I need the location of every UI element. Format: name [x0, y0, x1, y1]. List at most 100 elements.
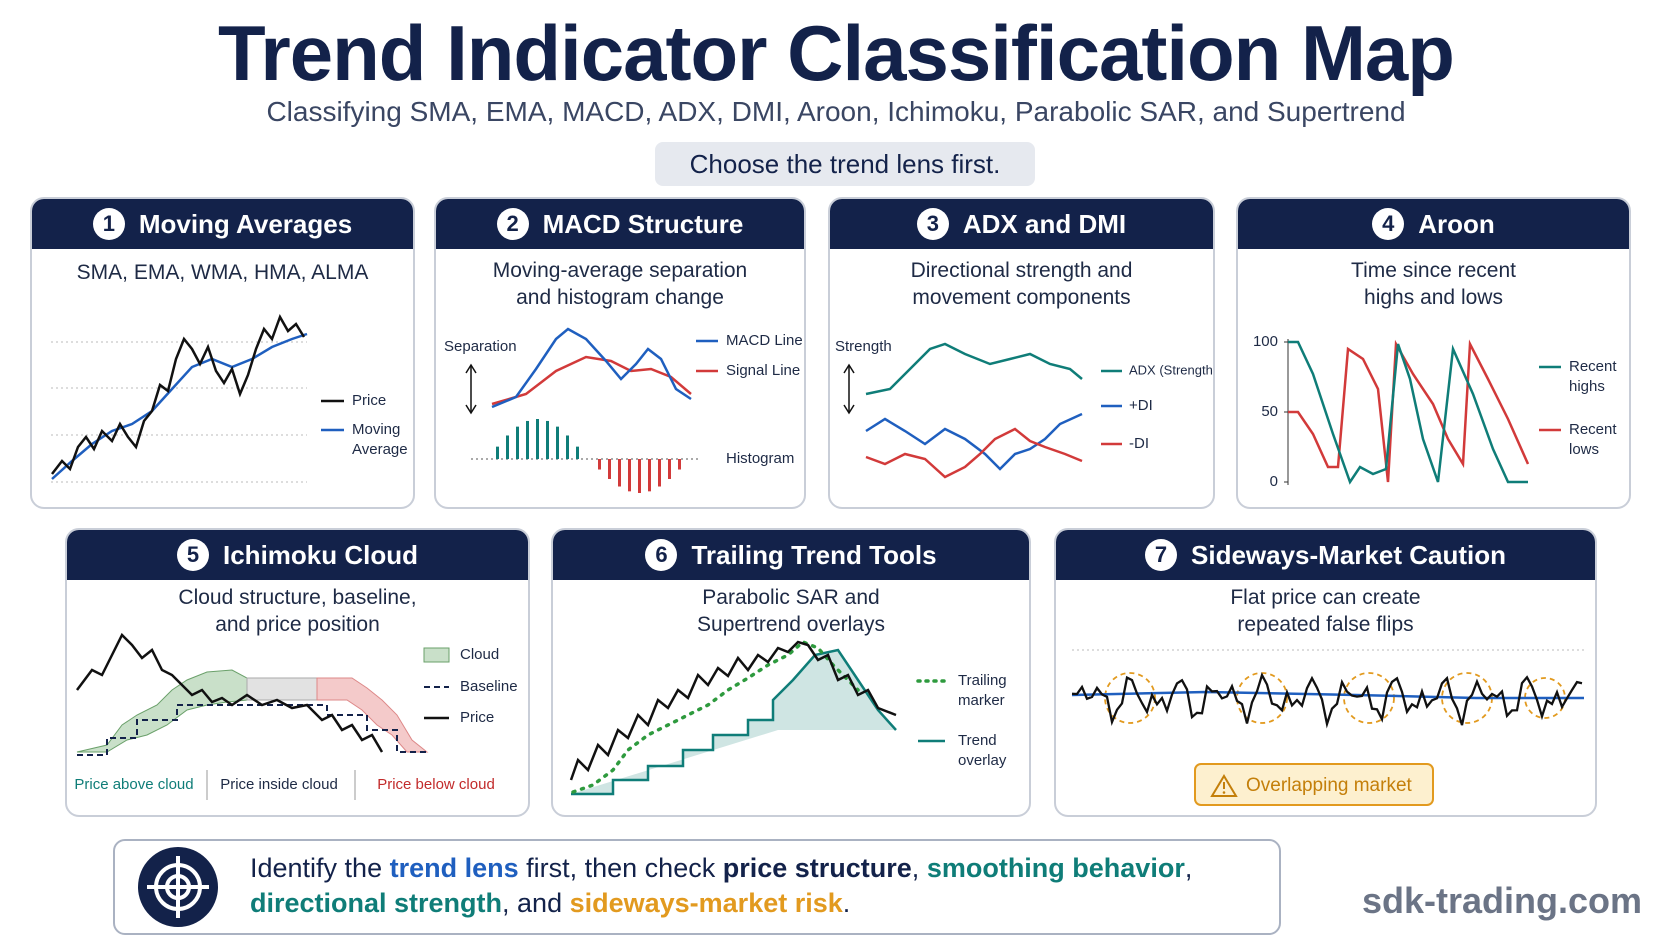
panel-number: 3	[916, 208, 949, 240]
histogram-bar	[516, 426, 519, 459]
legend-label: Cloud	[460, 646, 499, 663]
price-line	[1071, 672, 1583, 729]
panel-title: ADX and DMI	[962, 208, 1127, 239]
histogram-bar	[506, 435, 509, 459]
zone-label: Price inside cloud	[220, 776, 338, 793]
histogram-bar	[576, 446, 579, 459]
histogram-bar	[526, 420, 529, 459]
panel-header: 7 Sideways-Market Caution	[1056, 530, 1595, 580]
legend-label: Price	[352, 392, 386, 409]
panel-header: 5 Ichimoku Cloud	[67, 530, 528, 580]
histogram-bar	[668, 459, 671, 479]
legend-label: Recent highs	[1569, 358, 1617, 395]
panel: Trailing marker Trend overlay 6 Trailing Tr…	[551, 528, 1031, 817]
message-segment: , and	[502, 888, 570, 918]
legend-label: Trend overlay	[958, 732, 1007, 769]
panel-number: 6	[645, 539, 678, 571]
message-segment: price structure	[722, 853, 912, 883]
footer-message: Identify the trend lens first, then chec…	[250, 851, 1210, 921]
website: sdk-trading.com	[1361, 880, 1642, 921]
warning-label: Overlapping market	[1246, 775, 1413, 796]
illustration: Trailing marker Trend overlay	[569, 639, 1007, 796]
panel-header: 1 Moving Averages	[32, 199, 413, 249]
histogram-bar	[556, 426, 559, 459]
panel: Cloud Baseline Price Price above cloud P…	[65, 528, 530, 817]
histogram-bar	[628, 459, 631, 492]
histogram-bar	[678, 459, 681, 470]
panel-number: 4	[1372, 208, 1405, 240]
message-segment: Identify the	[250, 853, 390, 883]
axis-label: Histogram	[726, 450, 794, 467]
histogram-bar	[618, 459, 621, 487]
panel-title: Sideways-Market Caution	[1191, 539, 1506, 570]
title: Trend Indicator Classification Map	[218, 9, 1455, 97]
histogram-bar	[638, 459, 641, 493]
zone-label: Price above cloud	[74, 776, 193, 793]
axis-label: 0	[1270, 473, 1278, 490]
panel: Price Moving Average 1 Moving Averages SMA…	[30, 197, 415, 509]
panel-description: Parabolic SAR and Supertrend overlays	[697, 586, 885, 636]
legend-label: Baseline	[460, 678, 518, 695]
message-segment: smoothing behavior	[926, 853, 1185, 883]
panel-number: 7	[1145, 539, 1177, 571]
axis-label: Separation	[444, 338, 517, 355]
axis-label: Strength	[835, 338, 892, 355]
legend-label: -DI	[1129, 435, 1149, 452]
message-segment: directional strength	[250, 888, 503, 918]
illustration: Separation MACD Line Signal Line Histogr…	[444, 327, 803, 493]
panel-description: Directional strength and movement compon…	[910, 259, 1133, 309]
histogram-bar	[608, 459, 611, 479]
target-icon	[138, 847, 218, 927]
panel-header: 4 Aroon	[1238, 199, 1629, 249]
panel-description: SMA, EMA, WMA, HMA, ALMA	[76, 261, 369, 284]
panel-title: MACD Structure	[542, 208, 744, 239]
histogram-bar	[648, 459, 651, 492]
panel: Separation MACD Line Signal Line Histogr…	[434, 197, 806, 509]
legend-label: +DI	[1129, 397, 1153, 414]
legend-label: MACD Line	[726, 332, 803, 349]
legend-label: Price	[460, 709, 494, 726]
panel: Strength ADX (Strength) +DI -DI 3 ADX and…	[828, 197, 1215, 509]
illustration: Price Moving Average	[51, 314, 408, 483]
panel-description: Cloud structure, baseline, and price pos…	[178, 586, 417, 636]
histogram-bar	[566, 435, 569, 459]
message-segment: .	[842, 888, 851, 918]
histogram-bar	[598, 459, 601, 470]
legend-label: ADX (Strength)	[1129, 362, 1215, 377]
panel-description: Time since recent highs and lows	[1351, 259, 1516, 309]
panel-number: 2	[496, 208, 529, 240]
panel-title: Ichimoku Cloud	[223, 539, 418, 570]
footer-box: Identify the trend lens first, then chec…	[113, 839, 1281, 935]
zone-label: Price below cloud	[377, 776, 495, 793]
panel-number: 1	[92, 208, 125, 240]
panel-title: Trailing Trend Tools	[691, 539, 937, 570]
panel-header: 3 ADX and DMI	[830, 199, 1213, 249]
axis-label: 100	[1253, 333, 1278, 350]
legend-label: Trailing marker	[958, 672, 1007, 709]
panel: 100 50 0 Recent highs Recent lows 4 Aroon T…	[1236, 197, 1631, 509]
illustration: Cloud Baseline Price Price above cloud P…	[74, 632, 518, 800]
illustration: 100 50 0 Recent highs Recent lows	[1253, 333, 1617, 490]
histogram-bar	[658, 459, 661, 487]
message-segment: ,	[1184, 853, 1193, 883]
message-segment: ,	[911, 853, 927, 883]
illustration: Strength ADX (Strength) +DI -DI	[835, 338, 1215, 479]
badge: Choose the trend lens first.	[655, 142, 1035, 186]
panel-header: 2 MACD Structure	[436, 199, 804, 249]
panel-description: Moving-average separation and histogram …	[492, 259, 748, 309]
subtitle: Classifying SMA, EMA, MACD, ADX, DMI, Ar…	[266, 96, 1406, 127]
histogram-bar	[536, 419, 539, 459]
panel-description: Flat price can create repeated false fli…	[1230, 586, 1421, 636]
message-segment: sideways-market risk	[569, 888, 843, 918]
legend-label: Moving Average	[352, 421, 408, 458]
legend-label: Signal Line	[726, 362, 800, 379]
message-segment: trend lens	[389, 853, 519, 883]
legend-label: Recent lows	[1569, 421, 1617, 458]
panel-title: Moving Averages	[138, 208, 353, 239]
illustration: Overlapping market	[1071, 649, 1584, 806]
message-segment: first, then check	[518, 853, 723, 883]
panel-header: 6 Trailing Trend Tools	[553, 530, 1029, 580]
axis-label: 50	[1261, 403, 1278, 420]
panel-title: Aroon	[1418, 208, 1495, 239]
